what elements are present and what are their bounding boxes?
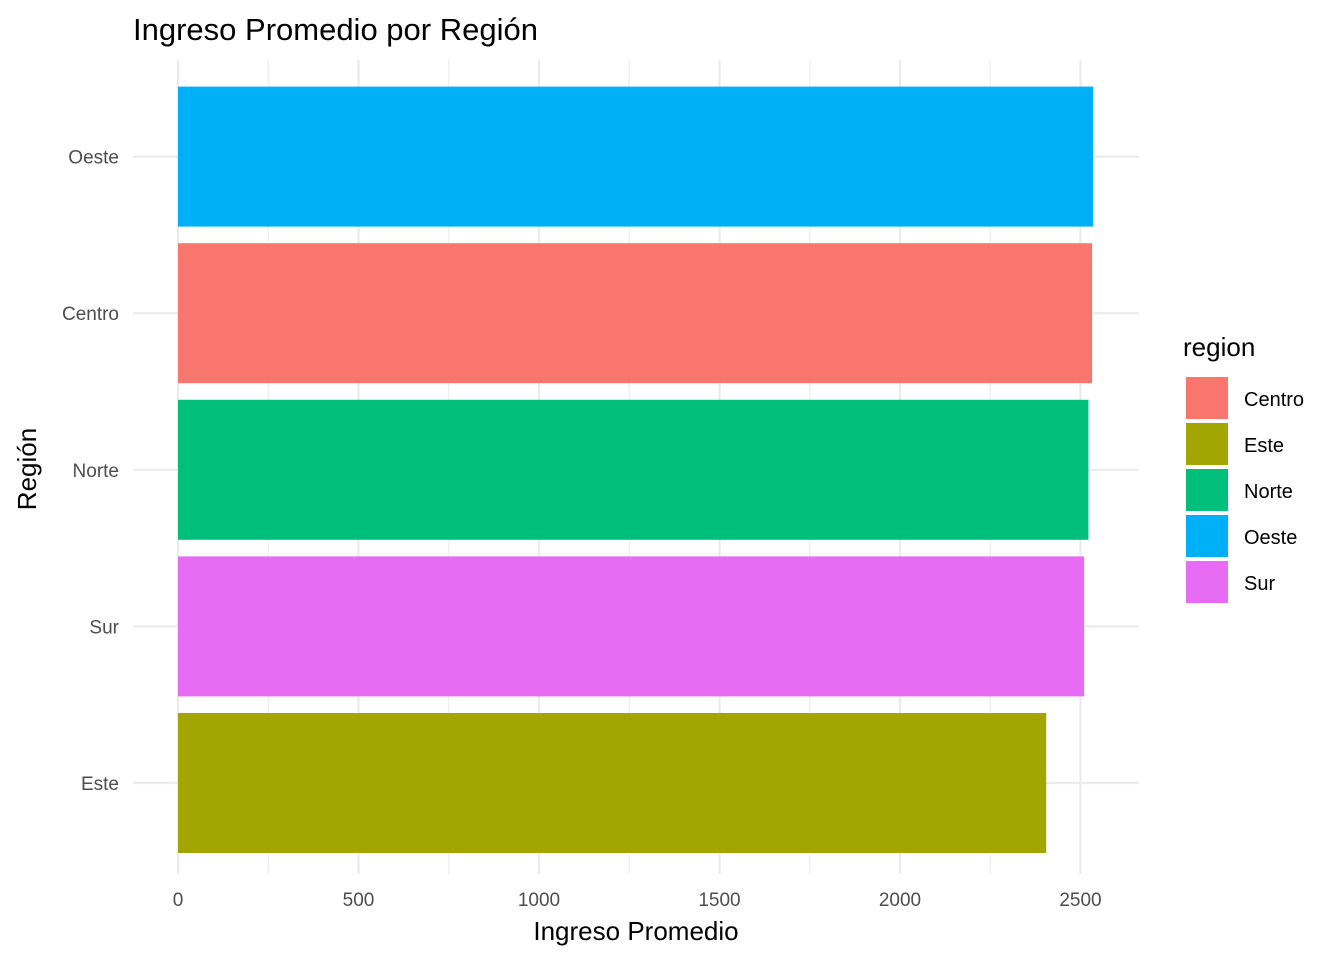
x-tick-label: 1000 bbox=[518, 890, 560, 911]
legend-label-norte: Norte bbox=[1244, 481, 1293, 503]
y-axis-ticks: Este Sur Norte Centro Oeste bbox=[62, 148, 120, 795]
y-axis-title: Región bbox=[12, 428, 42, 510]
y-tick-label: Centro bbox=[62, 304, 119, 325]
bar-este bbox=[178, 713, 1047, 853]
legend-label-sur: Sur bbox=[1244, 573, 1275, 595]
x-tick-label: 2000 bbox=[879, 890, 921, 911]
legend-swatch-centro bbox=[1186, 377, 1228, 419]
x-tick-label: 1500 bbox=[698, 890, 740, 911]
legend-label-este: Este bbox=[1244, 435, 1284, 457]
chart-title: Ingreso Promedio por Región bbox=[133, 12, 538, 47]
x-axis-ticks: 0 500 1000 1500 2000 2500 bbox=[173, 890, 1102, 911]
legend: region Centro Este Norte Oeste Sur bbox=[1183, 332, 1304, 603]
legend-swatch-este bbox=[1186, 423, 1228, 465]
bars-group bbox=[178, 86, 1094, 853]
legend-label-centro: Centro bbox=[1244, 389, 1304, 411]
bar-sur bbox=[178, 556, 1085, 697]
y-tick-label: Este bbox=[81, 774, 119, 795]
y-tick-label: Norte bbox=[73, 461, 119, 482]
x-tick-label: 500 bbox=[343, 890, 375, 911]
legend-swatch-norte bbox=[1186, 469, 1228, 511]
x-tick-label: 2500 bbox=[1059, 890, 1101, 911]
legend-title: region bbox=[1183, 332, 1255, 362]
bar-oeste bbox=[178, 86, 1094, 227]
bar-norte bbox=[178, 399, 1089, 540]
x-axis-title: Ingreso Promedio bbox=[533, 916, 738, 946]
x-tick-label: 0 bbox=[173, 890, 184, 911]
legend-swatch-oeste bbox=[1186, 515, 1228, 557]
legend-label-oeste: Oeste bbox=[1244, 527, 1297, 549]
y-tick-label: Oeste bbox=[68, 148, 119, 169]
y-tick-label: Sur bbox=[89, 617, 119, 638]
legend-swatch-sur bbox=[1186, 561, 1228, 603]
bar-centro bbox=[178, 243, 1093, 384]
